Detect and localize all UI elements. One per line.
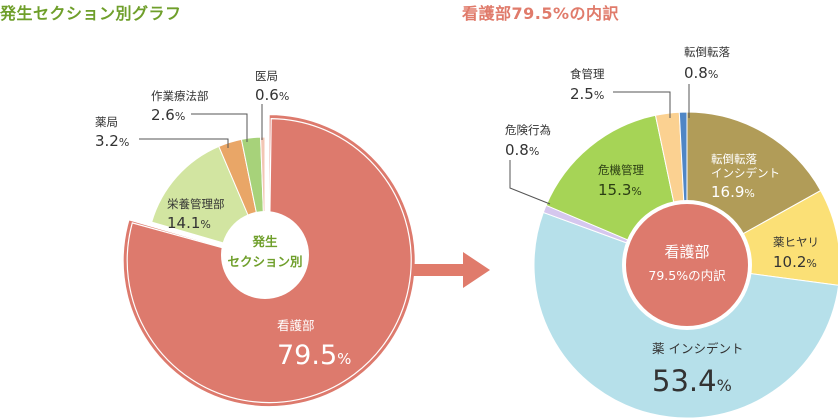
leader-line-shoku (613, 91, 671, 118)
label-yakkyoku: 薬局 3.2% (95, 115, 129, 150)
label-sagyo: 作業療法部 2.6% (151, 89, 209, 124)
slice-label-value: 3.2% (95, 132, 129, 150)
leader-line-sagyo (191, 113, 248, 142)
left-center-label-line1: 発生 (251, 234, 278, 249)
label-eiyo: 栄養管理部 14.1% (167, 197, 225, 232)
left-center-label-line2: セクション別 (227, 254, 302, 269)
right-center-label-line2: 79.5%の内訳 (648, 268, 726, 283)
slice-label-value: 0.6% (255, 86, 289, 104)
slice-label-value: 15.3% (598, 181, 642, 199)
label-kusuri-hiyari: 薬ヒヤリ 10.2% (773, 235, 819, 271)
slice-label-name: 食管理 (570, 67, 605, 81)
right-arrow-icon (413, 252, 490, 288)
slice-label-value: 14.1% (167, 214, 211, 232)
label-shoku-kanri: 食管理 2.5% (570, 67, 605, 103)
slice-label-value: 10.2% (773, 253, 817, 271)
left-chart-title: 発生セクション別グラフ (0, 4, 182, 23)
left-slice-outline (126, 118, 412, 404)
slice-label-name: 看護部 (277, 318, 315, 333)
slice-label-value: 53.4% (652, 364, 732, 398)
slice-label-name: 危険行為 (505, 123, 551, 137)
slice-label-name: 転倒転落 (684, 45, 730, 59)
label-tento: 転倒転落 0.8% (684, 45, 730, 82)
label-kusuri-incident: 薬 インシデント 53.4% (652, 341, 743, 398)
slice-label-value: 16.9% (711, 183, 755, 201)
right-pie-chart (533, 111, 838, 419)
leader-line-kiken (509, 160, 551, 205)
slice-label-value: 0.8% (684, 64, 718, 82)
label-kiken-koi: 危険行為 0.8% (505, 123, 551, 159)
right-chart-title: 看護部79.5%の内訳 (462, 4, 620, 23)
right-center-label-line1: 看護部 (664, 243, 709, 261)
slice-label-name: 薬局 (95, 115, 118, 129)
slice-label-name: インシデント (711, 166, 780, 180)
slice-label-name: 薬 インシデント (652, 341, 743, 356)
slice-label-name: 医局 (255, 69, 278, 83)
label-kango: 看護部 79.5% (277, 318, 351, 371)
slice-label-name: 作業療法部 (151, 89, 209, 103)
label-tento-incident: 転倒転落 インシデント 16.9% (711, 152, 780, 201)
slice-label-value: 79.5% (277, 340, 351, 371)
slice-label-name: 危機管理 (598, 163, 644, 177)
leader-line-yakkyoku (139, 138, 229, 148)
slice-label-value: 0.8% (505, 141, 539, 159)
slice-label-name: 転倒転落 (711, 152, 757, 166)
slice-label-value: 2.5% (570, 85, 604, 103)
slice-label-name: 薬ヒヤリ (773, 235, 819, 249)
left-center-hole (221, 211, 309, 299)
left-pie-chart (122, 114, 416, 408)
label-ikyoku: 医局 0.6% (255, 69, 289, 104)
slice-label-name: 栄養管理部 (167, 197, 225, 211)
slice-label-value: 2.6% (151, 106, 185, 124)
label-kiki-kanri: 危機管理 15.3% (598, 163, 644, 199)
right-center-disk (626, 204, 748, 326)
